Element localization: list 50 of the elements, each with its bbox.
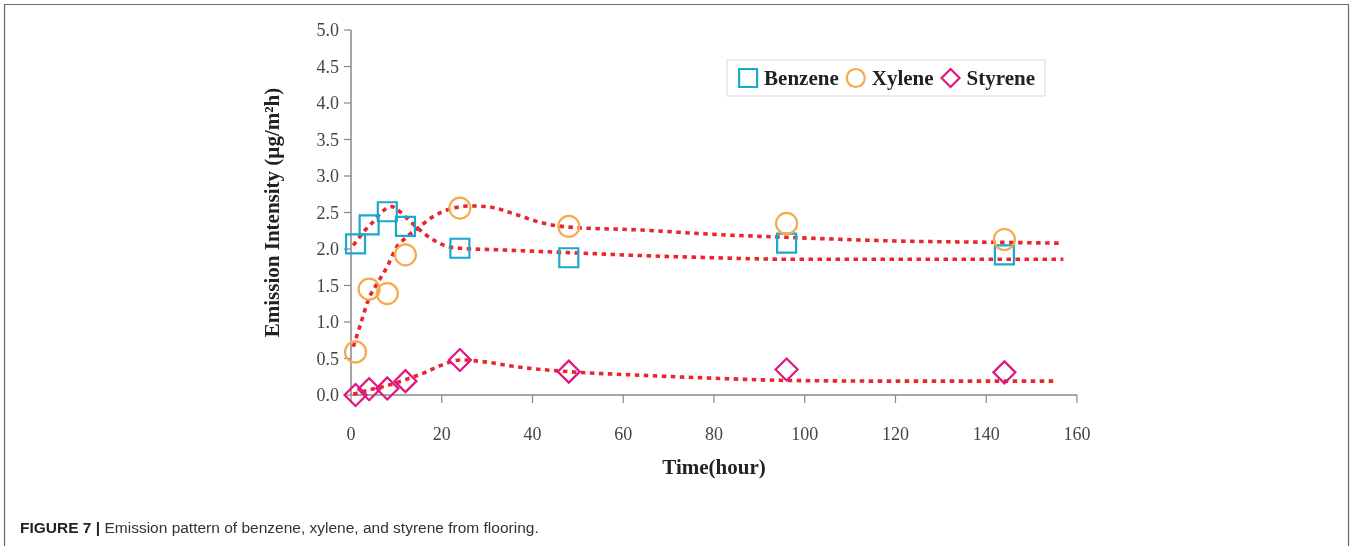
y-tick-label: 1.0 xyxy=(316,312,339,333)
point xyxy=(343,340,368,364)
point xyxy=(357,377,382,402)
point xyxy=(393,243,418,267)
y-tick-label: 3.0 xyxy=(316,166,339,187)
x-axis-title: Time(hour) xyxy=(662,455,766,479)
y-tick-label: 4.0 xyxy=(316,93,339,114)
point xyxy=(993,244,1015,266)
point xyxy=(992,227,1016,252)
x-tick-label: 80 xyxy=(705,424,723,444)
y-tick-label: 0.0 xyxy=(316,385,339,406)
point xyxy=(376,201,398,223)
legend-label: Styrene xyxy=(966,66,1035,90)
x-tick-label: 160 xyxy=(1063,424,1091,444)
point xyxy=(393,369,418,394)
x-tick-label: 40 xyxy=(523,424,542,444)
point xyxy=(449,237,471,259)
x-tick-label: 60 xyxy=(614,424,633,444)
point xyxy=(343,382,368,408)
legend-label: Benzene xyxy=(764,66,839,90)
y-tick-label: 0.5 xyxy=(316,348,339,369)
point xyxy=(448,196,472,220)
point xyxy=(992,360,1017,385)
point xyxy=(394,215,417,237)
y-tick-label: 2.5 xyxy=(316,202,339,223)
x-tick-label: 20 xyxy=(432,424,451,444)
legend-label: Xylene xyxy=(871,66,934,90)
y-tick-label: 5.0 xyxy=(316,20,339,41)
point xyxy=(556,359,581,384)
y-tick-label: 2.0 xyxy=(316,239,339,260)
point xyxy=(447,347,472,373)
point xyxy=(357,277,381,301)
y-tick-label: 1.5 xyxy=(316,275,339,296)
y-tick-label: 4.5 xyxy=(316,56,339,77)
x-tick-label: 120 xyxy=(882,424,909,444)
point xyxy=(774,357,799,382)
point xyxy=(775,211,799,236)
point xyxy=(344,233,367,255)
x-tick-label: 100 xyxy=(791,424,819,444)
y-tick-label: 3.5 xyxy=(316,129,339,150)
x-tick-label: 140 xyxy=(972,424,1000,444)
x-tick-label: 0 xyxy=(346,424,356,444)
point xyxy=(557,214,581,238)
point xyxy=(375,281,399,306)
point xyxy=(358,214,380,236)
caption: FIGURE 7 | Emission pattern of benzene, xylene, and styrene from flooring. xyxy=(20,519,539,536)
point xyxy=(375,376,400,401)
point xyxy=(558,247,580,269)
y-axis-title: Emission Intensity (µg/m²h) xyxy=(260,87,284,338)
point xyxy=(776,232,798,254)
